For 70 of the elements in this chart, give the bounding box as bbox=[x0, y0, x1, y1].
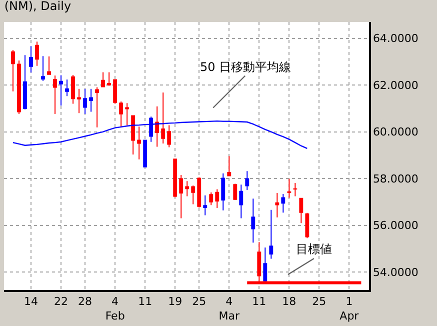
candlestick bbox=[77, 88, 82, 114]
candlestick bbox=[191, 185, 196, 205]
candlestick bbox=[23, 54, 27, 110]
x-tick-label: 11 bbox=[252, 294, 266, 308]
candlestick bbox=[137, 126, 142, 160]
x-tick-label: 4 Mar bbox=[218, 294, 240, 322]
candlestick bbox=[41, 56, 45, 82]
y-tick-label: 64.0000 bbox=[372, 32, 418, 46]
candlestick bbox=[53, 75, 57, 115]
candlestick bbox=[59, 74, 63, 106]
candlestick bbox=[29, 46, 33, 73]
candlestick bbox=[101, 72, 106, 88]
x-tick-label: 25 bbox=[192, 294, 206, 308]
candlestick bbox=[215, 188, 220, 208]
x-tick-label: 1 Apr bbox=[340, 294, 360, 322]
candlestick bbox=[119, 100, 124, 128]
candlestick bbox=[251, 198, 256, 244]
candlestick bbox=[95, 86, 100, 128]
candlestick bbox=[203, 194, 208, 216]
candlestick bbox=[233, 183, 238, 201]
x-tick-label: 22 bbox=[54, 294, 68, 308]
y-tick-label: 56.0000 bbox=[372, 219, 418, 232]
candlestick bbox=[299, 198, 304, 224]
candlestick bbox=[179, 174, 184, 219]
candlestick bbox=[125, 102, 130, 126]
candlestick bbox=[197, 176, 202, 208]
candlestick bbox=[65, 78, 70, 97]
candlestick bbox=[287, 178, 292, 198]
candlestick bbox=[131, 115, 136, 155]
candlestick bbox=[113, 79, 118, 104]
chart-title: (NM), Daily bbox=[4, 0, 72, 14]
candlestick bbox=[185, 180, 190, 197]
candlestick bbox=[227, 156, 232, 176]
candlestick bbox=[35, 41, 39, 66]
y-tick-label: 54.0000 bbox=[372, 266, 418, 279]
x-tick-label: 14 bbox=[24, 294, 38, 308]
candlestick bbox=[107, 72, 112, 86]
candlestick bbox=[173, 158, 178, 198]
candlestick bbox=[245, 170, 250, 190]
y-tick-label: 60.0000 bbox=[372, 126, 418, 139]
candlestick bbox=[269, 209, 274, 260]
candlestick bbox=[17, 60, 21, 115]
x-tick-label: 25 bbox=[312, 294, 326, 308]
x-tick-label: 18 bbox=[282, 294, 296, 308]
candlestick bbox=[275, 192, 280, 218]
x-tick-label: 11 bbox=[138, 294, 152, 308]
candlestick bbox=[167, 124, 172, 148]
y-tick-label: 62.0000 bbox=[372, 78, 418, 92]
candlestick bbox=[83, 88, 88, 115]
annotation: 目標値 bbox=[296, 242, 332, 256]
annotation: 50 日移動平均線 bbox=[200, 60, 292, 74]
candlestick bbox=[47, 56, 51, 75]
x-tick-label: 28 bbox=[78, 294, 92, 308]
x-tick-label: 4 Feb bbox=[105, 294, 125, 322]
candlestick bbox=[209, 192, 214, 206]
candlestick bbox=[71, 74, 76, 104]
y-tick-label: 58.0000 bbox=[372, 172, 418, 186]
candlestick bbox=[143, 140, 148, 168]
candlestick bbox=[161, 92, 166, 144]
candlestick bbox=[155, 106, 160, 148]
line-series bbox=[12, 120, 308, 150]
candlestick bbox=[221, 172, 226, 211]
x-tick-label: 19 bbox=[168, 294, 182, 308]
candlestick bbox=[305, 212, 310, 239]
candlestick bbox=[263, 246, 268, 283]
candlestick bbox=[239, 184, 244, 219]
candlestick bbox=[281, 193, 286, 214]
candlestick bbox=[89, 88, 94, 112]
candlestick bbox=[293, 182, 298, 197]
candlestick bbox=[11, 50, 15, 92]
